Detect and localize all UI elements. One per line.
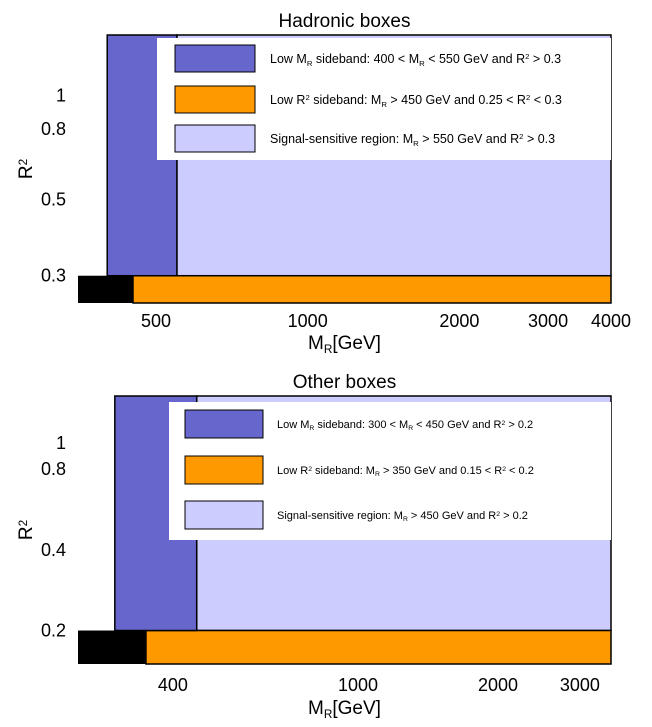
- legend-label-low-mr-sideband: Low MR sideband: 400 < MR < 550 GeV and …: [270, 52, 561, 68]
- legend-swatch-low-r2-sideband: [184, 455, 264, 485]
- y-axis-label-group: R2: [16, 159, 37, 179]
- excluded-region: [78, 275, 133, 303]
- x-tick-label: 1000: [338, 675, 378, 695]
- excluded-region: [78, 630, 146, 664]
- y-tick-label: 0.2: [41, 621, 66, 641]
- hadronic-boxes-panel: Hadronic boxes 500 1000 2000 3000 4000 0.3 0.5 0…: [16, 11, 631, 356]
- x-axis-label: MR[GeV]: [308, 333, 381, 356]
- y-axis-label: R2: [16, 159, 37, 179]
- legend-swatch-signal-region: [184, 500, 264, 530]
- legend-label-signal-region: Signal-sensitive region: MR > 450 GeV an…: [277, 510, 528, 523]
- legend-label-low-mr-sideband: Low MR sideband: 300 < MR < 450 GeV and …: [277, 419, 533, 432]
- x-tick-label: 2000: [478, 675, 518, 695]
- x-tick-label: 2000: [439, 311, 479, 331]
- x-tick-label: 1000: [288, 311, 328, 331]
- x-tick-label: 3000: [528, 311, 568, 331]
- legend-swatch-low-r2-sideband: [174, 85, 256, 114]
- y-tick-label: 0.8: [41, 119, 66, 139]
- x-axis-label: MR[GeV]: [308, 698, 381, 721]
- x-tick-label: 3000: [560, 675, 600, 695]
- legend-swatch-low-mr-sideband: [174, 44, 256, 73]
- y-tick-label: 0.5: [41, 189, 66, 209]
- y-tick-label: 0.8: [41, 459, 66, 479]
- y-axis-label-group: R2: [16, 520, 37, 540]
- legend-label-low-r2-sideband: Low R2 sideband: MR > 450 GeV and 0.25 <…: [270, 93, 562, 109]
- low-r2-sideband-region: [132, 274, 612, 304]
- x-tick-label: 500: [141, 311, 171, 331]
- low-r2-sideband-region: [145, 629, 612, 665]
- chart-title: Hadronic boxes: [278, 11, 410, 32]
- legend-label-signal-region: Signal-sensitive region: MR > 550 GeV an…: [270, 132, 555, 148]
- y-tick-label: 0.3: [41, 266, 66, 286]
- x-tick-label: 400: [158, 675, 188, 695]
- chart-title: Other boxes: [293, 372, 397, 393]
- y-axis-label: R2: [16, 520, 37, 540]
- legend-label-low-r2-sideband: Low R2 sideband: MR > 350 GeV and 0.15 <…: [277, 465, 534, 478]
- x-tick-label: 4000: [591, 311, 631, 331]
- y-tick-label: 0.4: [41, 540, 66, 560]
- legend-swatch-signal-region: [174, 124, 256, 153]
- legend-swatch-low-mr-sideband: [184, 409, 264, 439]
- other-boxes-panel: Other boxes 400 1000 2000 3000 0.2 0.4 0.8 1 MR[G…: [16, 372, 612, 721]
- y-tick-label: 1: [56, 433, 66, 453]
- y-tick-label: 1: [56, 86, 66, 106]
